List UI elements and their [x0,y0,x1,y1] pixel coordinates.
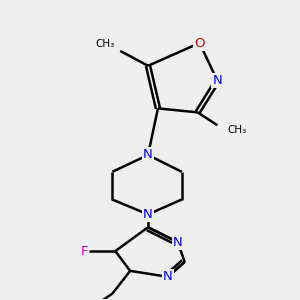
Text: CH₃: CH₃ [228,125,247,135]
Text: O: O [194,37,205,50]
Text: N: N [173,236,183,249]
Text: N: N [143,148,153,161]
Text: N: N [163,270,173,283]
Text: N: N [212,74,222,87]
Text: F: F [80,244,88,258]
Text: CH₃: CH₃ [96,39,115,49]
Text: N: N [143,208,153,221]
